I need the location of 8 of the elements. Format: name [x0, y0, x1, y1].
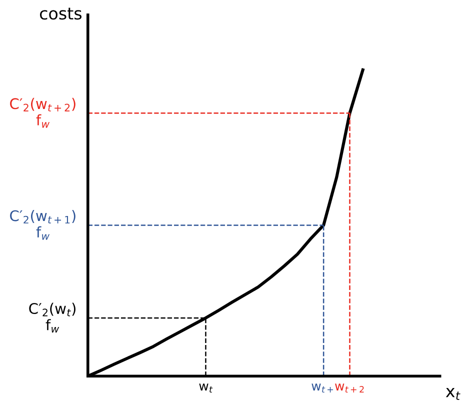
text: C′$_{2}$(w$_{t}$) f$_{w}$	[29, 302, 76, 333]
x-tick-label: w$_{t+}$	[312, 384, 334, 393]
y-axis-title: costs	[40, 8, 82, 20]
x-axis-title: x$_{t}$	[446, 388, 460, 400]
text: C′$_{2}$(w$_{t+1}$) f$_{w}$	[10, 210, 76, 240]
text: C′$_{2}$(w$_{t+2}$) f$_{w}$	[10, 98, 76, 128]
x-tick-label: w$_{t}$	[199, 384, 213, 393]
x-tick-label: w$_{t+2}$	[335, 384, 364, 393]
